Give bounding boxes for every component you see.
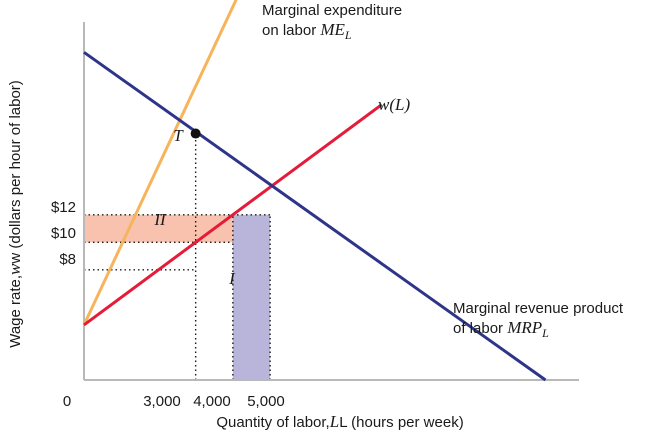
y-tick-8: $8 bbox=[59, 251, 76, 268]
mrp-curve-label-line1: Marginal revenue product bbox=[453, 300, 624, 317]
mrp-curve-label-line2: of labor MRPL bbox=[453, 318, 549, 340]
me-curve-label-line2: on labor MEL bbox=[262, 20, 352, 42]
x-tick-4000: 4,000 bbox=[193, 393, 231, 410]
mrp-curve bbox=[83, 51, 547, 382]
point-t-marker bbox=[190, 128, 201, 139]
me-curve-label-line1: Marginal expenditure bbox=[262, 2, 402, 19]
x-origin-label: 0 bbox=[63, 393, 71, 410]
x-axis-label: Quantity of labor,LL (hours per week) bbox=[216, 412, 463, 431]
y-tick-10: $10 bbox=[51, 225, 76, 242]
x-tick-5000: 5,000 bbox=[247, 393, 285, 410]
y-axis-label: Wage rate,ww (dollars per hour of labor) bbox=[5, 80, 24, 348]
y-tick-12: $12 bbox=[51, 199, 76, 216]
me-curve bbox=[82, 0, 238, 326]
x-tick-3000: 3,000 bbox=[143, 393, 181, 410]
region-i-area bbox=[232, 214, 271, 380]
w-curve-label: w(L) bbox=[378, 95, 410, 114]
point-t-label: T bbox=[173, 126, 184, 145]
w-curve bbox=[83, 103, 383, 327]
region-i-label: I bbox=[228, 269, 236, 288]
region-ii-label: II bbox=[153, 210, 167, 229]
region-ii-area bbox=[84, 214, 233, 243]
